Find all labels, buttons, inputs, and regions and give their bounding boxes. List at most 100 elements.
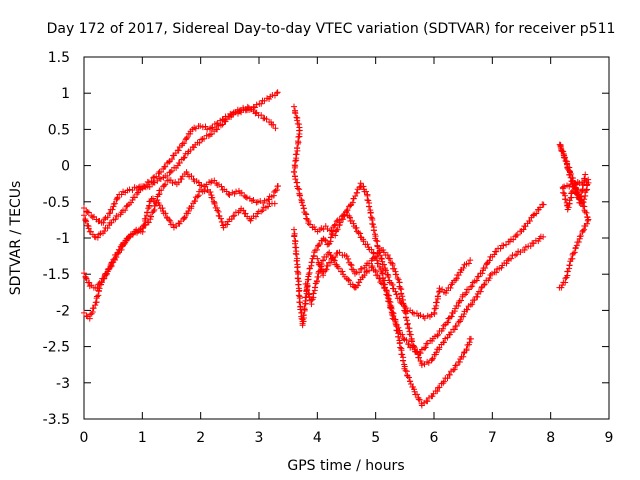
data-point (411, 343, 418, 350)
data-point (357, 230, 364, 237)
x-tick-label: 0 (80, 430, 89, 446)
data-point (339, 268, 346, 275)
data-point (415, 396, 422, 403)
data-point (508, 255, 515, 262)
y-tick-label: -3 (56, 376, 70, 392)
data-point (356, 269, 363, 276)
data-point (469, 301, 476, 308)
data-point (429, 355, 436, 362)
data-point (580, 181, 587, 188)
y-axis-label: SDTVAR / TECUs (8, 181, 24, 296)
data-point (230, 213, 237, 220)
data-point (107, 210, 114, 217)
data-point (292, 110, 299, 117)
data-point (360, 183, 367, 190)
data-point (404, 321, 411, 328)
data-point (433, 299, 440, 306)
data-point (300, 205, 307, 212)
data-point (481, 281, 488, 288)
data-point (422, 344, 429, 351)
data-point (521, 246, 528, 253)
data-point (313, 246, 320, 253)
data-point (167, 169, 174, 176)
data-point (122, 207, 129, 214)
data-point (253, 101, 260, 108)
data-point (565, 204, 572, 211)
data-point (571, 249, 578, 256)
data-point (354, 282, 361, 289)
data-point (129, 231, 136, 238)
data-point (366, 260, 373, 267)
series-s5 (290, 103, 474, 322)
x-tick-label: 3 (255, 430, 264, 446)
data-point (332, 221, 339, 228)
data-point (333, 218, 340, 225)
data-point (327, 259, 334, 266)
data-point (471, 296, 478, 303)
data-point (510, 236, 517, 243)
y-tick-label: -2 (56, 303, 70, 319)
data-point (482, 265, 489, 272)
y-tick-label: 1 (61, 86, 70, 102)
data-point (576, 199, 583, 206)
data-point (85, 209, 92, 216)
data-point (291, 226, 297, 233)
data-point (333, 227, 340, 234)
data-point (292, 176, 299, 183)
data-point (368, 214, 375, 221)
data-point (403, 337, 410, 344)
data-point (469, 283, 476, 290)
data-point (503, 260, 510, 267)
data-point (526, 217, 533, 224)
data-point (197, 123, 204, 130)
data-point (407, 378, 414, 385)
data-point (225, 191, 232, 198)
data-point (244, 103, 251, 110)
data-point (573, 185, 580, 192)
data-point (387, 299, 394, 306)
data-point (440, 378, 447, 385)
data-point (540, 233, 547, 240)
data-point (81, 212, 87, 219)
data-point (581, 175, 588, 182)
data-point (566, 172, 573, 179)
data-point (119, 242, 126, 249)
data-point (259, 207, 266, 214)
data-point (453, 322, 460, 329)
data-point (252, 110, 259, 117)
data-point (161, 182, 168, 189)
data-point (296, 192, 303, 199)
data-point (293, 251, 300, 258)
data-point (391, 265, 398, 272)
data-point (455, 303, 462, 310)
data-point (383, 288, 390, 295)
data-point (453, 362, 460, 369)
data-point (460, 313, 467, 320)
data-point (82, 217, 89, 224)
data-point (445, 315, 452, 322)
data-point (395, 333, 402, 340)
data-point (166, 216, 173, 223)
data-point (181, 140, 188, 147)
data-point (83, 312, 90, 319)
data-point (121, 241, 128, 248)
data-point (392, 288, 399, 295)
y-tick-label: 0 (61, 159, 70, 175)
data-point (188, 203, 195, 210)
data-point (293, 157, 300, 164)
data-point (477, 288, 484, 295)
data-point (436, 344, 443, 351)
data-point (480, 282, 487, 289)
data-point (457, 317, 464, 324)
data-point (409, 338, 416, 345)
data-point (149, 195, 156, 202)
data-point (535, 238, 542, 245)
data-point (209, 194, 216, 201)
data-point (434, 388, 441, 395)
data-point (394, 275, 401, 282)
data-point (436, 285, 443, 292)
data-point (181, 154, 188, 161)
data-point (440, 322, 447, 329)
data-point (294, 117, 301, 124)
y-tick-label: 0.5 (48, 122, 70, 138)
